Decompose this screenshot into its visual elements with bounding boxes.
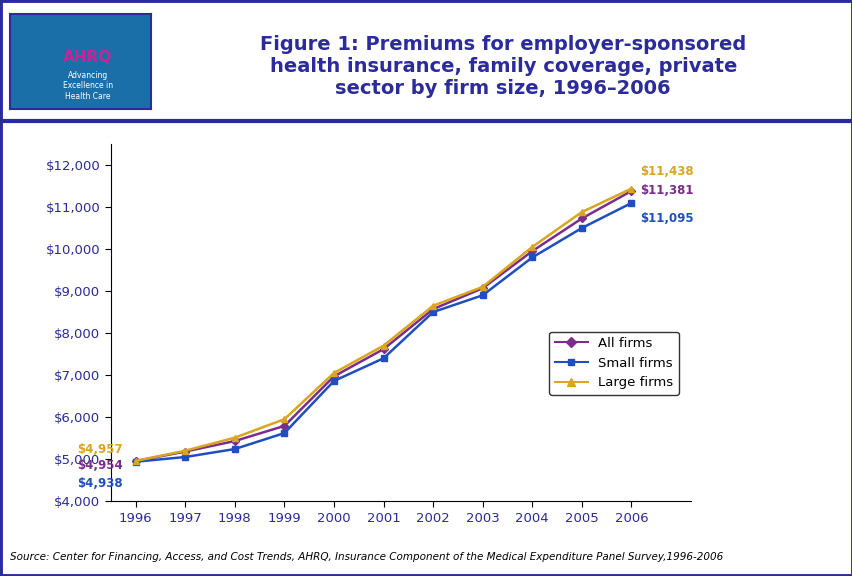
Text: $11,095: $11,095 xyxy=(639,213,693,225)
Legend: All firms, Small firms, Large firms: All firms, Small firms, Large firms xyxy=(549,332,677,395)
Text: Source: Center for Financing, Access, and Cost Trends, AHRQ, Insurance Component: Source: Center for Financing, Access, an… xyxy=(10,552,722,562)
Text: AHRQ: AHRQ xyxy=(63,50,112,65)
Text: Advancing
Excellence in
Health Care: Advancing Excellence in Health Care xyxy=(62,71,112,101)
Text: Figure 1: Premiums for employer-sponsored
health insurance, family coverage, pri: Figure 1: Premiums for employer-sponsore… xyxy=(260,35,746,98)
Text: $4,954: $4,954 xyxy=(78,460,123,472)
Text: $11,438: $11,438 xyxy=(639,165,693,178)
Text: $11,381: $11,381 xyxy=(639,184,693,197)
Text: $4,938: $4,938 xyxy=(78,477,123,490)
Text: $4,957: $4,957 xyxy=(78,442,123,456)
